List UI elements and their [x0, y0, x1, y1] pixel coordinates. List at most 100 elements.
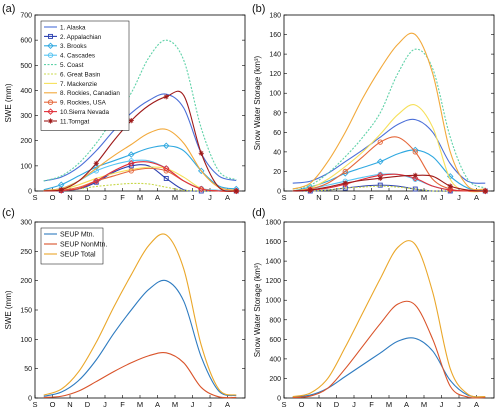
- y-tick-label: 60: [273, 130, 281, 137]
- data-point: [163, 142, 170, 149]
- x-tick-label: A: [404, 400, 409, 409]
- data-point: [233, 188, 239, 194]
- legend-marker: [47, 42, 54, 50]
- x-tick-label: J: [440, 193, 444, 202]
- panel-4: (d) 0 200 400 600 800 1000 1200 1400 1600 1800 S O N D…: [252, 207, 495, 409]
- x-tick-label: J: [103, 400, 107, 409]
- data-point: [342, 180, 348, 186]
- legend-entry: SEUP NonMtn.: [60, 241, 107, 248]
- y-tick-label: 500: [20, 63, 32, 70]
- legend-marker: [47, 118, 54, 124]
- x-tick-label: F: [120, 193, 125, 202]
- data-point: [412, 149, 418, 155]
- series-line: [292, 300, 486, 399]
- x-tick-label: J: [191, 400, 195, 409]
- data-point: [128, 118, 134, 124]
- panel-label: (d): [252, 207, 265, 219]
- legend-entry: 6. Great Basin: [60, 71, 101, 78]
- x-tick-label: D: [334, 193, 340, 202]
- x-tick-label: A: [225, 193, 230, 202]
- x-tick-label: J: [352, 193, 356, 202]
- x-tick-label: F: [369, 193, 374, 202]
- data-point: [412, 172, 418, 178]
- legend-entry: 8. Rockies, Canadian: [60, 90, 120, 97]
- series-line: [292, 32, 486, 191]
- y-tick-label: 1200: [265, 278, 281, 285]
- x-tick-label: S: [32, 193, 37, 202]
- x-tick-label: N: [316, 400, 321, 409]
- data-point: [377, 158, 384, 165]
- x-tick-label: M: [137, 193, 143, 202]
- x-tick-label: A: [225, 400, 230, 409]
- plot-frame: [283, 221, 495, 399]
- panel-label: (b): [252, 3, 265, 15]
- x-tick-label: A: [155, 193, 160, 202]
- panel-2: (b) 0 20 40 60 80 100 120 140 160 180 S O N D J F M A M J J A S…: [252, 3, 495, 202]
- y-tick-label: 200: [269, 376, 281, 383]
- x-tick-label: D: [85, 193, 91, 202]
- x-tick-label: M: [172, 193, 178, 202]
- data-point: [93, 177, 100, 185]
- x-tick-label: N: [316, 193, 321, 202]
- legend-entry: 3. Brooks: [60, 43, 87, 50]
- y-tick-label: 400: [20, 88, 32, 95]
- x-tick-label: A: [474, 400, 479, 409]
- y-tick-label: 0: [277, 189, 281, 196]
- data-point: [198, 185, 205, 193]
- x-tick-label: J: [440, 400, 444, 409]
- y-axis-label: Snow Water Storage (km³): [253, 262, 262, 357]
- y-tick-label: 20: [273, 169, 281, 176]
- x-tick-label: M: [421, 400, 427, 409]
- y-tick-label: 150: [20, 308, 32, 315]
- data-point: [342, 168, 348, 175]
- panel-3: (c) 0 50 100 150 200 250 300 S O N D J F M A M J J A SWE (mm…: [2, 207, 246, 409]
- legend-marker: [47, 52, 54, 58]
- y-tick-label: 600: [269, 337, 281, 344]
- data-point: [377, 175, 383, 181]
- legend-entry: 9. Rockies, USA: [60, 100, 107, 107]
- series-line: [43, 279, 237, 397]
- x-tick-label: S: [281, 193, 286, 202]
- legend-marker: [47, 99, 54, 105]
- x-tick-label: O: [299, 193, 305, 202]
- legend-entry: 11.Torngat: [60, 118, 90, 125]
- data-point: [447, 183, 453, 189]
- series-line: [43, 351, 237, 399]
- x-tick-label: J: [103, 193, 107, 202]
- y-tick-label: 1600: [265, 239, 281, 246]
- x-tick-label: M: [386, 193, 392, 202]
- data-point: [377, 139, 383, 145]
- x-tick-label: M: [386, 400, 392, 409]
- y-tick-label: 0: [277, 396, 281, 403]
- y-axis-label: Snow Water Storage (km³): [253, 55, 262, 150]
- x-tick-label: J: [457, 193, 461, 202]
- data-point: [447, 186, 454, 194]
- legend-entry: 7. Mackenzie: [60, 81, 98, 88]
- y-tick-label: 200: [20, 278, 32, 285]
- x-tick-label: S: [32, 400, 37, 409]
- series-line: [292, 174, 486, 192]
- data-point: [93, 163, 100, 171]
- series-line: [292, 48, 486, 190]
- y-tick-label: 0: [28, 396, 32, 403]
- data-point: [163, 94, 169, 100]
- x-tick-label: F: [120, 400, 125, 409]
- y-tick-label: 1400: [265, 259, 281, 266]
- y-tick-label: 100: [269, 91, 281, 98]
- x-tick-label: D: [85, 400, 91, 409]
- legend-entry: 10.Sierra Nevada: [60, 109, 110, 116]
- series-line: [43, 90, 237, 192]
- plot-frame: [283, 14, 495, 192]
- legend-entry: 1. Alaska: [60, 24, 86, 31]
- data-point: [198, 167, 205, 175]
- data-point: [198, 150, 204, 156]
- x-tick-label: A: [404, 193, 409, 202]
- legend-marker: [48, 33, 53, 39]
- y-tick-label: 100: [20, 337, 32, 344]
- legend-box: [40, 20, 130, 131]
- x-tick-label: M: [172, 400, 178, 409]
- x-tick-label: J: [208, 193, 212, 202]
- legend-marker: [47, 108, 54, 115]
- y-tick-label: 700: [20, 13, 32, 20]
- x-tick-label: O: [50, 400, 56, 409]
